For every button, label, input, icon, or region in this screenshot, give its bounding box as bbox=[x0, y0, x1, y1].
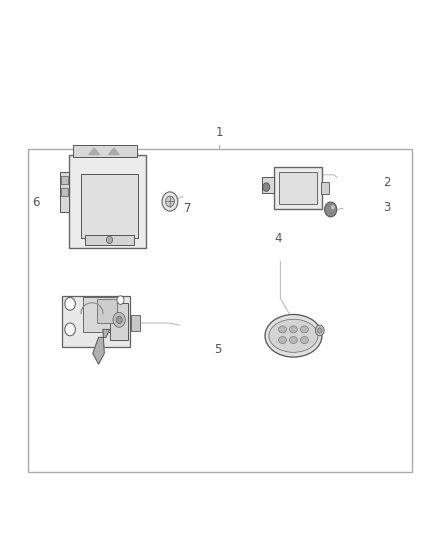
Bar bbox=[28, 149, 412, 472]
Circle shape bbox=[315, 325, 324, 336]
Circle shape bbox=[106, 236, 113, 244]
Circle shape bbox=[331, 205, 335, 209]
Circle shape bbox=[116, 316, 122, 324]
Polygon shape bbox=[89, 148, 99, 155]
Circle shape bbox=[166, 196, 174, 207]
Bar bbox=[97, 298, 117, 323]
Text: 7: 7 bbox=[184, 203, 191, 215]
Circle shape bbox=[65, 297, 75, 310]
Ellipse shape bbox=[300, 337, 308, 343]
Text: 3: 3 bbox=[383, 201, 391, 214]
Ellipse shape bbox=[290, 326, 297, 333]
Polygon shape bbox=[93, 329, 110, 364]
Ellipse shape bbox=[290, 337, 297, 343]
Bar bbox=[279, 172, 317, 204]
Bar bbox=[274, 167, 322, 209]
Text: 6: 6 bbox=[32, 196, 39, 209]
Text: 1: 1 bbox=[215, 126, 223, 139]
Bar bbox=[63, 296, 131, 346]
Bar bbox=[61, 176, 68, 184]
Bar bbox=[73, 145, 137, 157]
Circle shape bbox=[325, 202, 337, 217]
Ellipse shape bbox=[279, 326, 286, 333]
Text: 4: 4 bbox=[274, 232, 282, 245]
Bar bbox=[81, 174, 138, 238]
Circle shape bbox=[162, 192, 178, 211]
Bar bbox=[69, 155, 145, 248]
Circle shape bbox=[117, 296, 124, 304]
Ellipse shape bbox=[265, 314, 322, 357]
Circle shape bbox=[318, 328, 322, 333]
Text: 5: 5 bbox=[215, 343, 222, 356]
Ellipse shape bbox=[300, 326, 308, 333]
Ellipse shape bbox=[279, 337, 286, 343]
Circle shape bbox=[113, 312, 125, 327]
Bar bbox=[83, 297, 118, 332]
Polygon shape bbox=[109, 148, 119, 155]
Bar bbox=[60, 172, 69, 212]
Bar bbox=[262, 177, 274, 193]
Circle shape bbox=[263, 183, 270, 191]
Bar bbox=[61, 188, 68, 196]
Bar bbox=[131, 315, 140, 331]
Bar bbox=[321, 182, 328, 194]
Bar bbox=[85, 235, 134, 245]
Text: 2: 2 bbox=[383, 176, 391, 189]
Bar bbox=[110, 303, 128, 340]
Circle shape bbox=[65, 323, 75, 336]
Ellipse shape bbox=[269, 319, 318, 352]
